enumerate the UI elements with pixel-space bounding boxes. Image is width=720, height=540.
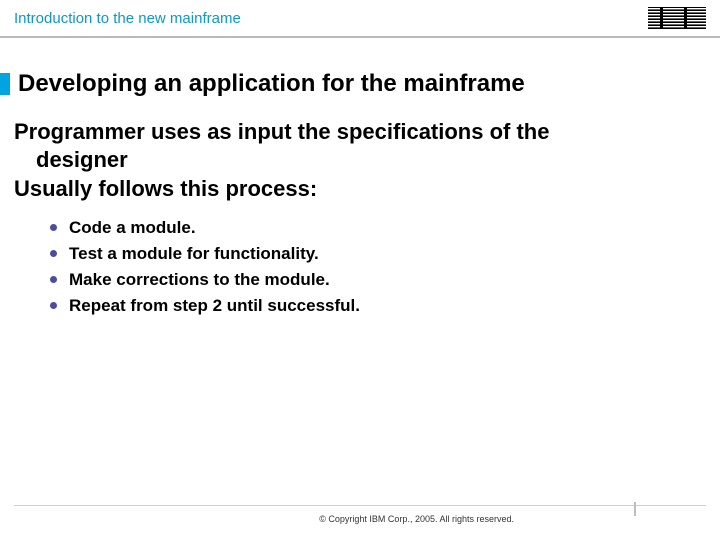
footer-tick-mark	[634, 502, 636, 516]
list-item: Repeat from step 2 until successful.	[50, 295, 706, 317]
bullet-list: Code a module. Test a module for functio…	[14, 217, 706, 317]
list-item: Make corrections to the module.	[50, 269, 706, 291]
list-item: Test a module for functionality.	[50, 243, 706, 265]
header-title: Introduction to the new mainframe	[14, 10, 241, 27]
slide-title: Developing an application for the mainfr…	[18, 70, 525, 98]
intro-line-1: Programmer uses as input the specificati…	[14, 119, 549, 144]
intro-text: Programmer uses as input the specificati…	[14, 118, 706, 203]
slide-body: Programmer uses as input the specificati…	[14, 118, 706, 321]
bullet-text: Make corrections to the module.	[69, 269, 330, 291]
bullet-dot-icon	[50, 276, 57, 283]
header-divider	[0, 36, 720, 38]
intro-line-2: designer	[14, 146, 706, 174]
header-bar: Introduction to the new mainframe	[0, 0, 720, 36]
bullet-dot-icon	[50, 302, 57, 309]
ibm-logo-icon	[648, 7, 706, 29]
bullet-dot-icon	[50, 224, 57, 231]
title-accent-bar	[0, 73, 10, 95]
footer-divider	[14, 505, 706, 506]
list-item: Code a module.	[50, 217, 706, 239]
bullet-text: Code a module.	[69, 217, 196, 239]
intro-line-3: Usually follows this process:	[14, 175, 706, 203]
bullet-text: Repeat from step 2 until successful.	[69, 295, 360, 317]
bullet-text: Test a module for functionality.	[69, 243, 319, 265]
bullet-dot-icon	[50, 250, 57, 257]
slide: Introduction to the new mainframe	[0, 0, 720, 540]
copyright-text: © Copyright IBM Corp., 2005. All rights …	[319, 514, 514, 524]
